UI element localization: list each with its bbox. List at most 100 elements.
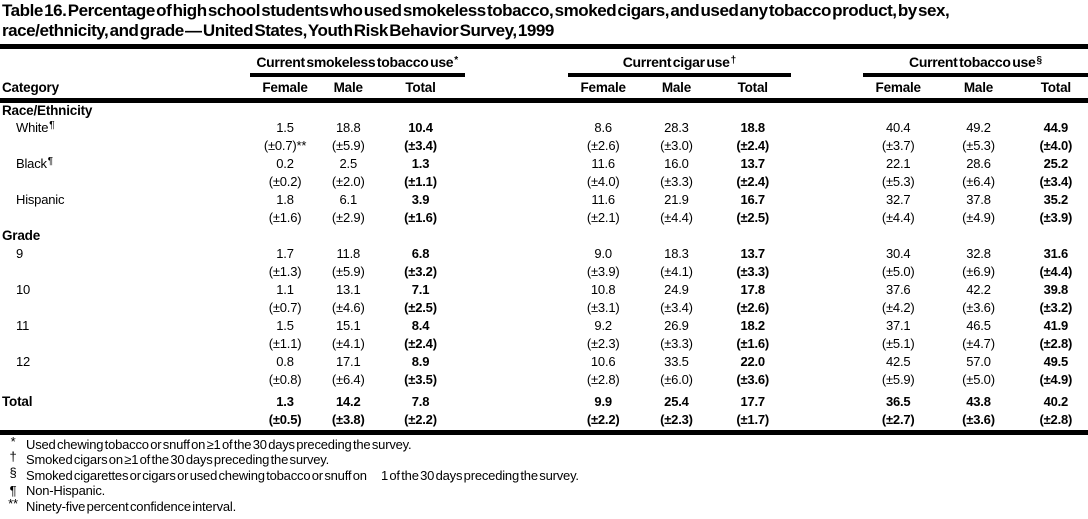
column-gap — [465, 316, 568, 334]
ci-cell: (±3.0) — [660, 137, 693, 153]
column-gap — [791, 280, 863, 298]
table-row-values: 11 1.5 15.1 8.4 9.2 26.9 18.2 37.1 46.5 41.9 — [0, 316, 1088, 334]
column-gap — [791, 154, 863, 172]
column-gap — [791, 190, 863, 208]
ci-cell: (±4.1) — [660, 263, 693, 279]
row-label-text: 12 — [16, 353, 31, 369]
value-cell: 1.7 — [276, 245, 294, 261]
row-label-empty — [0, 410, 250, 428]
column-header-male: Male — [638, 75, 715, 103]
group-header-smokeless-label: Current smokeless tobacco use — [256, 54, 454, 70]
value-cell: 16.0 — [664, 155, 689, 171]
ci-cell: (±2.4) — [736, 137, 770, 153]
value-cell: 0.8 — [276, 353, 294, 369]
value-cell: 18.8 — [740, 119, 765, 135]
value-cell: 46.5 — [966, 317, 991, 333]
value-cell: 1.5 — [276, 317, 294, 333]
ci-cell: (±5.0) — [881, 263, 915, 279]
table-row-ci: (±0.7)** (±5.9) (±3.4) (±2.6) (±3.0) (±2.4) (±… — [0, 136, 1088, 154]
section-heading-row: Grade — [0, 226, 1088, 244]
footnote-marker: † — [9, 449, 17, 465]
value-cell: 39.8 — [1043, 281, 1069, 297]
ci-cell: (±3.6) — [736, 371, 770, 387]
value-cell: 17.7 — [740, 393, 765, 409]
group-header-cigar-marker: † — [730, 55, 737, 66]
ci-cell: (±4.6) — [331, 299, 365, 315]
value-cell: 44.9 — [1043, 119, 1069, 135]
value-cell: 25.4 — [664, 393, 689, 409]
ci-cell: (±5.9) — [881, 371, 915, 387]
row-label-text: 9 — [16, 245, 24, 261]
value-cell: 30.4 — [885, 245, 911, 261]
column-header-female: Female — [568, 75, 639, 103]
footnote-line: § Smoked cigarettes or cigars or used che… — [0, 465, 1088, 483]
value-cell: 8.6 — [594, 119, 612, 135]
group-header-cigar: Current cigar use† — [568, 49, 791, 77]
column-gap — [465, 298, 568, 316]
ci-cell: (±5.1) — [881, 335, 915, 351]
column-gap — [791, 298, 863, 316]
ci-cell: (±4.7) — [962, 335, 995, 351]
ci-cell: (±6.0) — [660, 371, 693, 387]
column-gap — [465, 370, 568, 388]
ci-cell: (±3.3) — [660, 173, 693, 189]
value-cell: 6.1 — [339, 191, 358, 207]
value-cell: 2.5 — [339, 155, 358, 171]
ci-cell: (±3.4) — [404, 137, 437, 153]
value-cell: 49.5 — [1043, 353, 1069, 369]
value-cell: 57.0 — [966, 353, 991, 369]
ci-cell: (±1.1) — [268, 335, 302, 351]
ci-cell: (±4.4) — [881, 209, 915, 225]
value-cell: 16.7 — [740, 191, 765, 207]
ci-cell: (±2.7) — [881, 411, 915, 427]
column-gap — [791, 392, 863, 410]
column-header-total: Total — [714, 75, 791, 103]
value-cell: 42.2 — [966, 281, 991, 297]
column-header-female: Female — [863, 75, 934, 103]
footnote-marker: * — [10, 434, 16, 449]
ci-cell: (±0.2) — [268, 173, 302, 189]
table-title-line2: race/ethnicity, and grade — United State… — [2, 21, 554, 40]
ci-cell: (±3.2) — [404, 263, 437, 279]
group-header-smokeless-marker: * — [454, 55, 459, 66]
ci-cell: (±2.6) — [736, 299, 770, 315]
column-header-male: Male — [933, 75, 1024, 103]
table-row-values: 12 0.8 17.1 8.9 10.6 33.5 22.0 42.5 57.0 49.5 — [0, 352, 1088, 370]
ci-cell: (±3.9) — [586, 263, 620, 279]
value-cell: 42.5 — [885, 353, 911, 369]
value-cell: 3.9 — [411, 191, 430, 207]
section-heading: Race/Ethnicity — [2, 102, 93, 118]
column-gap — [465, 136, 568, 154]
table-row-values: 10 1.1 13.1 7.1 10.8 24.9 17.8 37.6 42.2 39.8 — [0, 280, 1088, 298]
footnote-line: ¶ Non-Hispanic. — [0, 483, 1088, 498]
row-label: Black¶ — [0, 154, 250, 172]
table-row-ci: (±1.6) (±2.9) (±1.6) (±2.1) (±4.4) (±2.5) (±4.… — [0, 208, 1088, 226]
value-cell: 32.7 — [885, 191, 911, 207]
table-row-ci: (±1.3) (±5.9) (±3.2) (±3.9) (±4.1) (±3.3) (±5.… — [0, 262, 1088, 280]
column-gap — [791, 244, 863, 262]
group-header-smokeless: Current smokeless tobacco use* — [249, 49, 465, 77]
value-cell: 28.3 — [664, 119, 689, 135]
column-gap — [791, 136, 863, 154]
value-cell: 8.9 — [411, 353, 430, 369]
ci-cell: (±3.5) — [404, 371, 437, 387]
ci-cell: (±3.6) — [962, 299, 995, 315]
group-header-gap — [791, 49, 863, 75]
value-cell: 7.1 — [411, 281, 430, 297]
value-cell: 21.9 — [664, 191, 689, 207]
ci-cell: (±2.3) — [586, 335, 620, 351]
column-gap — [465, 190, 568, 208]
ci-cell: (±5.3) — [881, 173, 915, 189]
column-header-row: Category Female Male Total Female Male T… — [0, 75, 1088, 103]
value-cell: 9.2 — [594, 317, 612, 333]
value-cell: 11.8 — [336, 245, 361, 261]
value-cell: 31.6 — [1043, 245, 1069, 261]
column-gap — [465, 244, 568, 262]
ci-cell: (±4.9) — [1039, 371, 1073, 387]
column-gap — [465, 410, 568, 428]
ci-cell: (±2.5) — [736, 209, 770, 225]
group-header-gap — [465, 49, 568, 75]
value-cell: 32.8 — [966, 245, 991, 261]
value-cell: 13.7 — [740, 155, 765, 171]
row-label: White¶ — [0, 118, 250, 136]
